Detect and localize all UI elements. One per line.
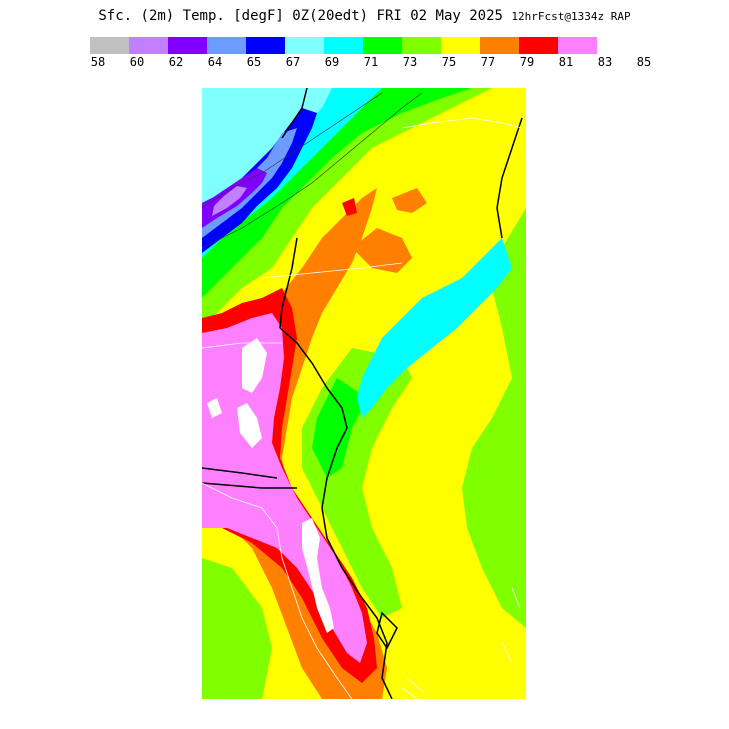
legend-swatch-11: [519, 37, 558, 54]
temp-field-71-coast: [312, 378, 367, 478]
map-title: Sfc. (2m) Temp. [degF] 0Z(20edt) FRI 02 …: [0, 8, 729, 24]
legend-swatch-8: [402, 37, 441, 54]
legend-swatch-12: [558, 37, 597, 54]
color-legend-bar: [90, 37, 597, 54]
legend-tick-67: 67: [285, 55, 301, 69]
temp-field-60-nw: [212, 186, 247, 216]
temp-field-83-north: [242, 338, 267, 393]
coastlines: [202, 117, 523, 699]
state-borders: [202, 88, 523, 699]
legend-tick-71: 71: [363, 55, 379, 69]
legend-tick-62: 62: [168, 55, 184, 69]
temp-field-77-east-of-piedmont: [352, 228, 412, 273]
legend-swatch-5: [285, 37, 324, 54]
temp-field-79-north: [342, 198, 357, 216]
temp-field-77-north: [392, 188, 427, 213]
legend-tick-58: 58: [90, 55, 106, 69]
legend-tick-77: 77: [480, 55, 496, 69]
legend-swatch-7: [363, 37, 402, 54]
color-legend-ticks: 58 60 62 64 65 67 69 71 73 75 77 79 81 83 85: [90, 55, 651, 71]
temp-field-77-south: [342, 678, 377, 699]
legend-tick-64: 64: [207, 55, 223, 69]
legend-swatch-10: [480, 37, 519, 54]
legend-tick-85: 85: [636, 55, 652, 69]
legend-swatch-1: [129, 37, 168, 54]
temperature-map: [202, 88, 526, 699]
legend-tick-65: 65: [246, 55, 262, 69]
legend-tick-73: 73: [402, 55, 418, 69]
temp-field-83-central: [207, 398, 262, 448]
legend-tick-69: 69: [324, 55, 340, 69]
contour-lines: [202, 92, 423, 249]
legend-tick-83: 83: [597, 55, 613, 69]
legend-tick-60: 60: [129, 55, 145, 69]
legend-swatch-6: [324, 37, 363, 54]
legend-swatch-2: [168, 37, 207, 54]
title-main: Sfc. (2m) Temp. [degF] 0Z(20edt) FRI 02 …: [98, 8, 503, 24]
temp-field-69-coastal-plume: [357, 238, 512, 418]
legend-swatch-4: [246, 37, 285, 54]
title-forecast-info: 12hrFcst@1334z RAP: [511, 10, 631, 23]
temp-field-83-south: [302, 518, 334, 633]
legend-swatch-3: [207, 37, 246, 54]
temp-field-73-east: [462, 208, 526, 628]
legend-swatch-9: [441, 37, 480, 54]
temp-field-73-west-lower: [202, 558, 272, 699]
legend-tick-75: 75: [441, 55, 457, 69]
legend-tick-79: 79: [519, 55, 535, 69]
legend-swatch-0: [90, 37, 129, 54]
legend-tick-81: 81: [558, 55, 574, 69]
